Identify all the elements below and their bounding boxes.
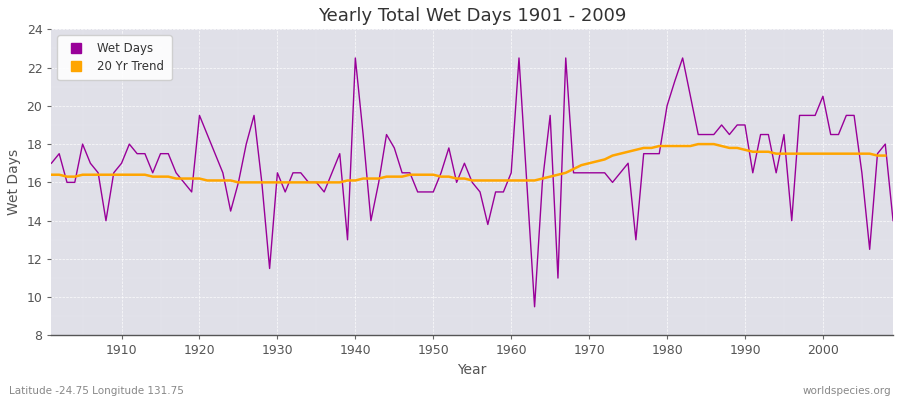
Title: Yearly Total Wet Days 1901 - 2009: Yearly Total Wet Days 1901 - 2009 (318, 7, 626, 25)
Text: Latitude -24.75 Longitude 131.75: Latitude -24.75 Longitude 131.75 (9, 386, 184, 396)
Y-axis label: Wet Days: Wet Days (7, 149, 21, 216)
Text: worldspecies.org: worldspecies.org (803, 386, 891, 396)
X-axis label: Year: Year (457, 363, 487, 377)
Legend: Wet Days, 20 Yr Trend: Wet Days, 20 Yr Trend (58, 35, 172, 80)
